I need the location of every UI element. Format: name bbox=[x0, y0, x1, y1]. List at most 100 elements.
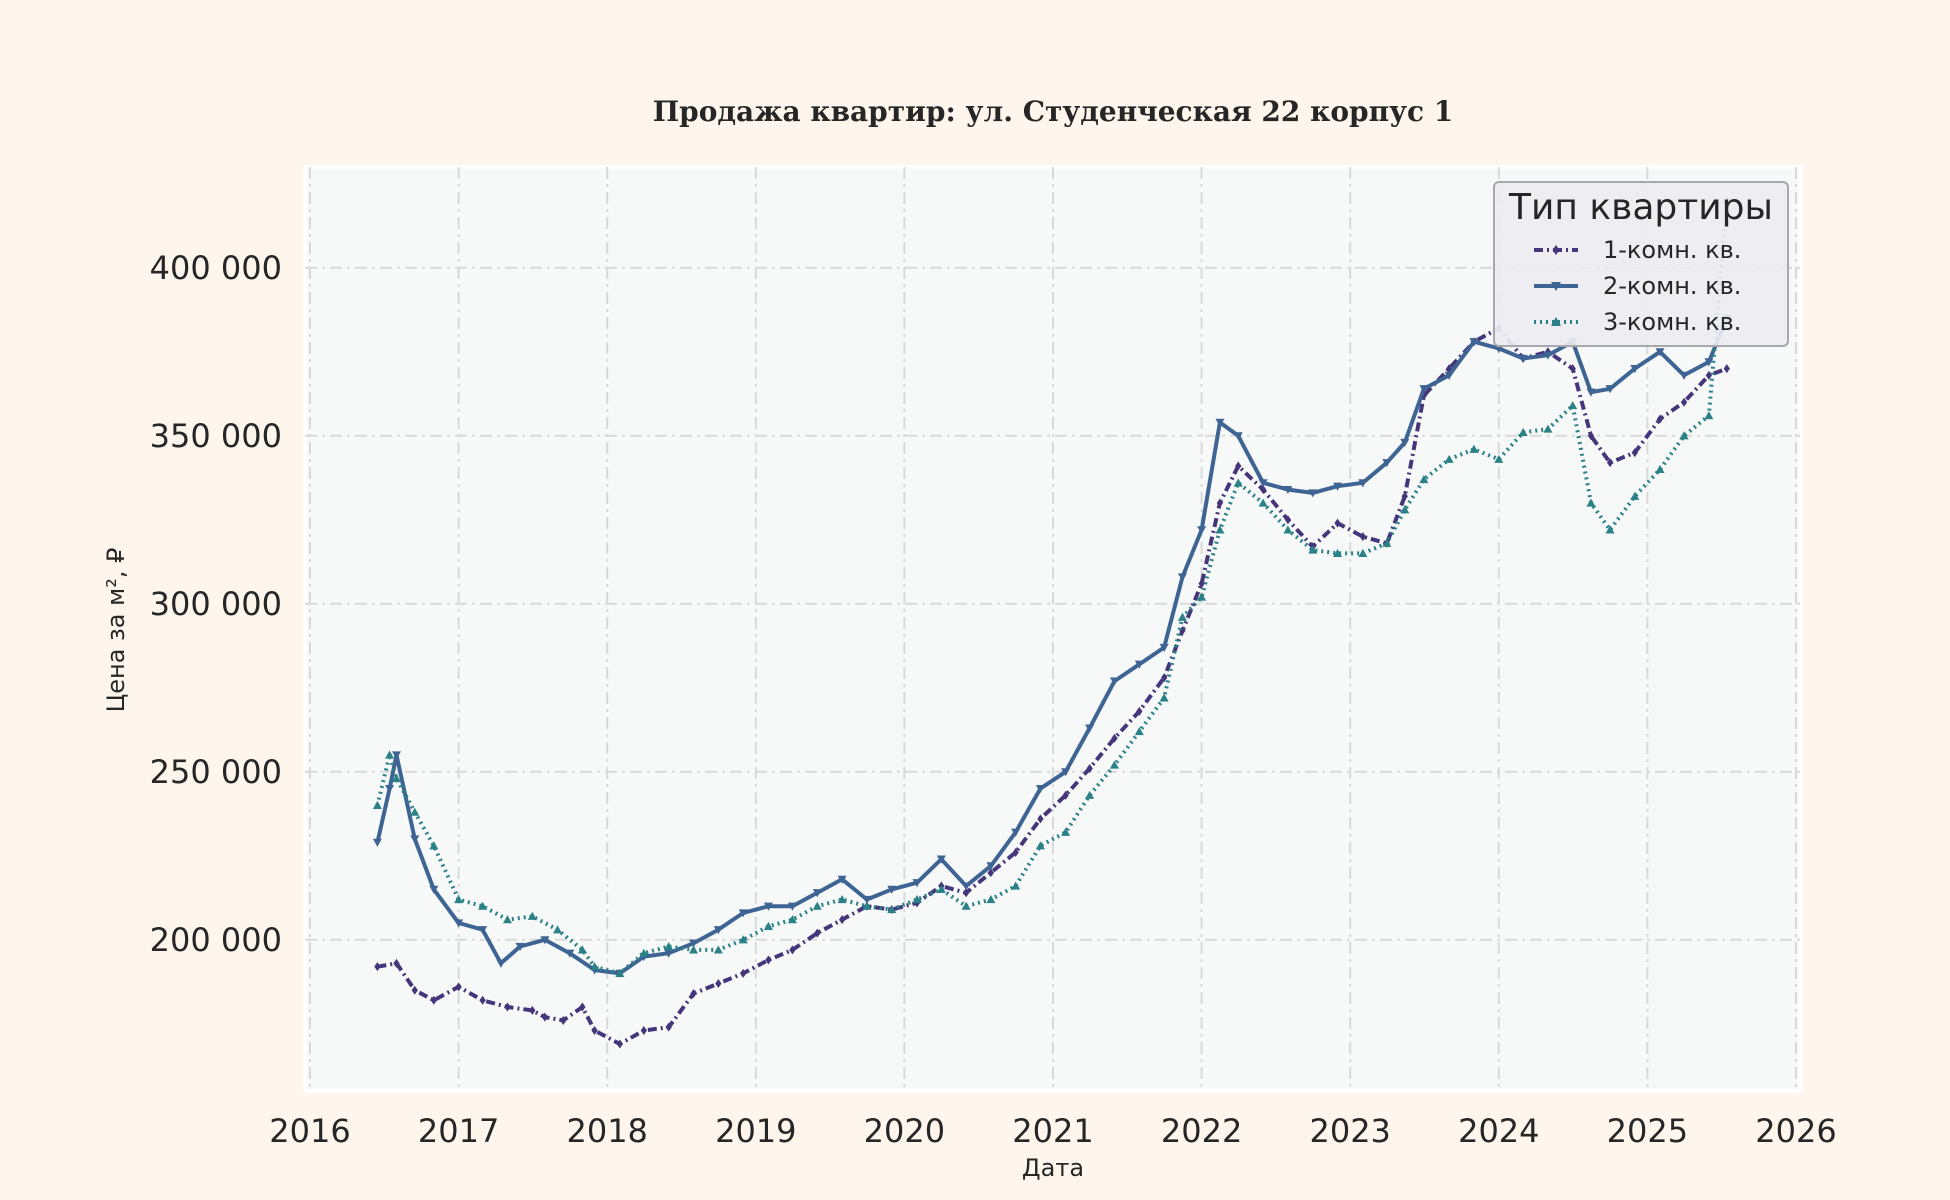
data-point bbox=[478, 926, 488, 935]
data-point bbox=[1035, 785, 1045, 794]
data-point bbox=[1679, 431, 1689, 440]
data-point bbox=[986, 894, 996, 904]
data-point bbox=[1160, 673, 1168, 683]
data-point bbox=[961, 901, 971, 910]
data-point bbox=[986, 862, 996, 871]
data-point bbox=[1197, 592, 1207, 601]
legend-box bbox=[1493, 181, 1789, 347]
data-point bbox=[787, 915, 797, 924]
data-point bbox=[1358, 479, 1368, 488]
data-point bbox=[689, 939, 699, 948]
data-point bbox=[529, 1005, 536, 1015]
data-point bbox=[1011, 828, 1021, 837]
x-tick-label: 2026 bbox=[1755, 1112, 1836, 1150]
x-tick-label: 2021 bbox=[1012, 1112, 1093, 1150]
data-point bbox=[1159, 693, 1169, 702]
data-point bbox=[429, 841, 439, 850]
data-point bbox=[527, 911, 537, 920]
data-point bbox=[372, 838, 382, 847]
data-point bbox=[430, 995, 437, 1005]
data-point bbox=[1419, 385, 1429, 394]
data-point bbox=[689, 945, 699, 954]
data-point bbox=[1630, 365, 1640, 374]
data-point bbox=[385, 750, 395, 759]
data-point bbox=[541, 1012, 549, 1022]
data-point bbox=[540, 936, 550, 945]
data-point bbox=[715, 978, 722, 988]
data-point bbox=[372, 800, 382, 809]
data-point bbox=[454, 919, 464, 928]
data-point bbox=[887, 885, 897, 894]
data-point bbox=[713, 945, 723, 954]
data-point bbox=[410, 835, 420, 844]
data-point bbox=[1631, 448, 1638, 458]
data-point bbox=[738, 935, 748, 944]
data-point bbox=[1518, 427, 1528, 437]
data-point bbox=[1401, 491, 1408, 501]
data-point bbox=[1062, 790, 1069, 800]
data-point bbox=[496, 959, 506, 968]
x-tick-label: 2018 bbox=[566, 1112, 647, 1150]
data-point bbox=[690, 989, 697, 999]
data-point bbox=[1233, 432, 1243, 441]
data-point bbox=[713, 926, 723, 935]
data-point bbox=[410, 807, 420, 816]
legend-label: 3-комн. кв. bbox=[1603, 308, 1741, 336]
series-line bbox=[375, 317, 1729, 976]
data-point bbox=[1085, 724, 1095, 733]
data-point bbox=[1655, 348, 1665, 357]
data-point bbox=[502, 915, 512, 924]
series-2 bbox=[372, 314, 1732, 978]
data-point bbox=[1630, 491, 1640, 500]
data-point bbox=[1134, 726, 1144, 736]
data-point bbox=[1680, 397, 1688, 407]
data-point bbox=[664, 949, 674, 958]
data-point bbox=[664, 942, 674, 951]
data-point bbox=[838, 915, 846, 925]
data-point bbox=[1606, 458, 1614, 468]
data-point bbox=[1258, 479, 1268, 488]
data-point bbox=[565, 949, 575, 958]
data-point bbox=[1085, 790, 1095, 799]
data-point bbox=[1012, 847, 1019, 857]
data-point bbox=[765, 955, 772, 965]
data-point bbox=[1518, 354, 1528, 364]
data-point bbox=[1061, 827, 1071, 836]
data-point bbox=[987, 868, 995, 878]
data-point bbox=[1444, 454, 1454, 463]
legend-label: 2-комн. кв. bbox=[1603, 272, 1741, 300]
data-point bbox=[1444, 371, 1454, 380]
data-point bbox=[591, 1026, 598, 1036]
data-point bbox=[912, 879, 922, 888]
data-point bbox=[393, 958, 400, 968]
data-point bbox=[1035, 841, 1045, 850]
data-point bbox=[391, 751, 401, 760]
data-point bbox=[1197, 526, 1207, 535]
data-point bbox=[763, 921, 773, 930]
data-point bbox=[1283, 525, 1293, 534]
data-point bbox=[515, 942, 525, 952]
data-point bbox=[454, 894, 464, 904]
data-point bbox=[1308, 545, 1318, 554]
x-tick-label: 2025 bbox=[1607, 1112, 1688, 1150]
data-point bbox=[1543, 424, 1553, 433]
series-line bbox=[377, 326, 1728, 1046]
series-lines bbox=[372, 196, 1732, 1049]
x-axis-label: Дата bbox=[1022, 1154, 1084, 1182]
data-point bbox=[579, 1002, 586, 1012]
data-point bbox=[1400, 505, 1410, 514]
y-tick-label: 250 000 bbox=[150, 753, 282, 791]
data-point bbox=[1215, 525, 1225, 534]
data-point bbox=[615, 968, 625, 977]
y-tick-label: 400 000 bbox=[150, 249, 282, 287]
data-point bbox=[1216, 498, 1224, 508]
data-point bbox=[1445, 364, 1453, 374]
data-point bbox=[1723, 364, 1730, 374]
x-tick-label: 2019 bbox=[715, 1112, 796, 1150]
data-point bbox=[961, 882, 971, 891]
y-tick-label: 300 000 bbox=[150, 585, 282, 623]
data-point bbox=[1705, 370, 1713, 380]
data-point bbox=[1605, 525, 1615, 534]
data-point bbox=[1334, 518, 1341, 528]
data-point bbox=[1586, 498, 1596, 507]
